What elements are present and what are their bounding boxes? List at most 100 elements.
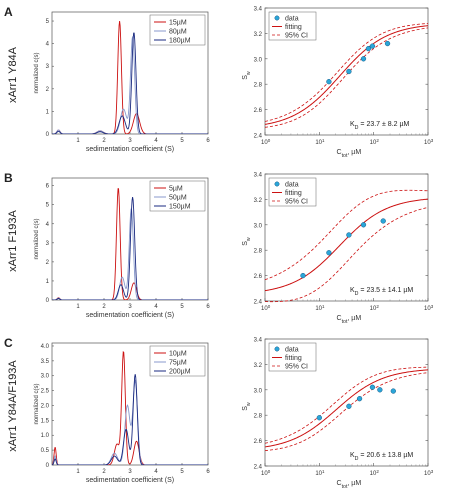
cs-legend-label: 15µM <box>169 20 187 27</box>
sw-kd-annotation-part: K <box>350 121 355 128</box>
sw-xtick-label-part: 10 <box>424 471 431 477</box>
sw-ylabel-part: S <box>242 406 249 411</box>
cs-ytick-label: 3.0 <box>41 374 50 380</box>
sw-xtick-label-part: 10 <box>315 140 322 146</box>
cs-series-line <box>52 208 208 300</box>
sw-data-point <box>356 396 363 402</box>
cs-xtick-label: 1 <box>76 469 80 475</box>
cs-ytick-label: 2 <box>46 260 50 266</box>
sw-data-point <box>377 387 383 393</box>
mutant-label: xArr1 Y84A <box>7 46 19 103</box>
sw-xtick-label-part: 10 <box>261 140 268 146</box>
sw-xtick-label-part: 2 <box>376 469 379 474</box>
cs-xtick-label: 3 <box>128 469 132 475</box>
sw-xtick-label: 102 <box>370 469 380 478</box>
sw-legend-label: fitting <box>285 24 302 31</box>
cs-ytick-label: 4 <box>46 222 50 228</box>
sw-xlabel-part: tot <box>342 484 348 490</box>
sw-ytick-label: 3.4 <box>254 7 263 13</box>
sw-xlabel-part: tot <box>342 319 348 325</box>
sw-data-point <box>326 250 332 256</box>
sw-xtick-label: 103 <box>424 138 434 147</box>
cs-xlabel: sedimentation coefficient (S) <box>86 312 174 319</box>
sw-xlabel-part: , µM <box>347 149 361 156</box>
cs-xtick-label: 3 <box>128 304 132 310</box>
sw-xlabel-part: C <box>337 315 342 322</box>
sw-ytick-label: 2.4 <box>254 465 263 471</box>
cs-xtick-label: 4 <box>154 138 158 144</box>
sw-xlabel-part: , µM <box>347 480 361 487</box>
cs-legend-label: 150µM <box>169 204 191 211</box>
sw-xtick-label-part: 1 <box>322 304 325 309</box>
sw-ci-upper <box>264 23 429 122</box>
cs-legend-label: 200µM <box>169 369 191 376</box>
sw-xtick-label-part: 3 <box>431 304 434 309</box>
sw-xtick-label-part: 10 <box>315 306 322 312</box>
sw-legend-label: data <box>285 16 299 23</box>
cs-plot: 1 2 3 4 5 6 0 1 2 3 4 5 sedimentation coefficient (S… <box>34 11 210 153</box>
sw-xlabel-part: tot <box>342 153 348 159</box>
sw-legend-label: fitting <box>285 190 302 197</box>
cs-series-line <box>52 379 208 465</box>
panel-letter: B <box>4 171 13 185</box>
sw-legend-swatch-data <box>274 181 280 187</box>
sw-ylabel: Sw <box>242 71 252 80</box>
sw-fit-line <box>264 369 429 448</box>
sw-legend-label: 95% CI <box>285 199 308 206</box>
sw-kd-annotation-part: D <box>355 456 359 462</box>
cs-xtick-label: 4 <box>154 304 158 310</box>
sw-kd-annotation-part: K <box>350 287 355 294</box>
cs-ytick-label: 1 <box>46 279 50 285</box>
sw-xlabel-part: C <box>337 149 342 156</box>
sw-data-point <box>390 388 396 394</box>
cs-ytick-label: 4.0 <box>41 344 50 350</box>
sw-ytick-label: 2.4 <box>254 134 263 140</box>
sw-data-point <box>365 45 372 52</box>
cs-xtick-label: 5 <box>180 138 184 144</box>
sw-legend-label: fitting <box>285 355 302 362</box>
sw-ytick-label: 3.4 <box>254 338 263 344</box>
sw-legend-swatch-data <box>274 346 280 352</box>
sw-xtick-label-part: 10 <box>315 471 322 477</box>
sw-xtick-label-part: 10 <box>424 140 431 146</box>
cs-xtick-label: 5 <box>180 304 184 310</box>
sw-data-point <box>316 415 322 421</box>
sw-fit-line <box>264 25 429 125</box>
cs-ytick-label: 1.0 <box>41 433 50 439</box>
sw-data-point <box>369 384 376 390</box>
sw-xtick-label: 102 <box>370 304 380 313</box>
cs-ytick-label: 3 <box>46 241 50 247</box>
sw-ytick-label: 2.6 <box>254 108 263 114</box>
sw-ytick-label: 2.4 <box>254 300 263 306</box>
cs-series-line <box>52 350 208 465</box>
sw-xtick-label: 101 <box>315 469 325 478</box>
cs-series-line <box>52 36 208 134</box>
sw-xtick-label-part: 10 <box>370 471 377 477</box>
cs-series-line <box>52 196 208 300</box>
sw-kd-annotation-part: = 23.5 ± 14.1 µM <box>358 287 413 294</box>
mutant-label: xArr1 F193A <box>7 209 19 271</box>
cs-xtick-label: 2 <box>102 304 106 310</box>
cs-plot: 1 2 3 4 5 6 0 0.5 1.0 1.5 2.0 2.5 3.0 3.5 4.0 sedimenta… <box>34 342 210 484</box>
cs-ylabel: normalized c(s) <box>34 52 40 93</box>
cs-ytick-label: 1 <box>46 109 50 115</box>
sw-ylabel-part: S <box>242 75 249 80</box>
sw-xlabel: Ctot, µM <box>337 315 362 325</box>
sw-xlabel-part: , µM <box>347 315 361 322</box>
sw-xtick-label: 101 <box>315 138 325 147</box>
sw-xlabel: Ctot, µM <box>337 149 362 159</box>
cs-xtick-label: 5 <box>180 469 184 475</box>
panel-letter: A <box>4 5 13 19</box>
cs-series-line <box>52 32 208 134</box>
sw-ytick-label: 3.0 <box>254 223 263 229</box>
cs-legend-label: 10µM <box>169 351 187 358</box>
cs-legend-label: 50µM <box>169 195 187 202</box>
sw-data-point <box>346 68 352 75</box>
sw-ci-upper <box>264 366 429 444</box>
sw-fit-line <box>264 198 429 292</box>
sw-ylabel: Sw <box>242 402 252 411</box>
sw-data-point <box>326 79 332 85</box>
sw-ylabel-part: w <box>246 402 252 406</box>
sw-xtick-label: 100 <box>261 469 271 478</box>
